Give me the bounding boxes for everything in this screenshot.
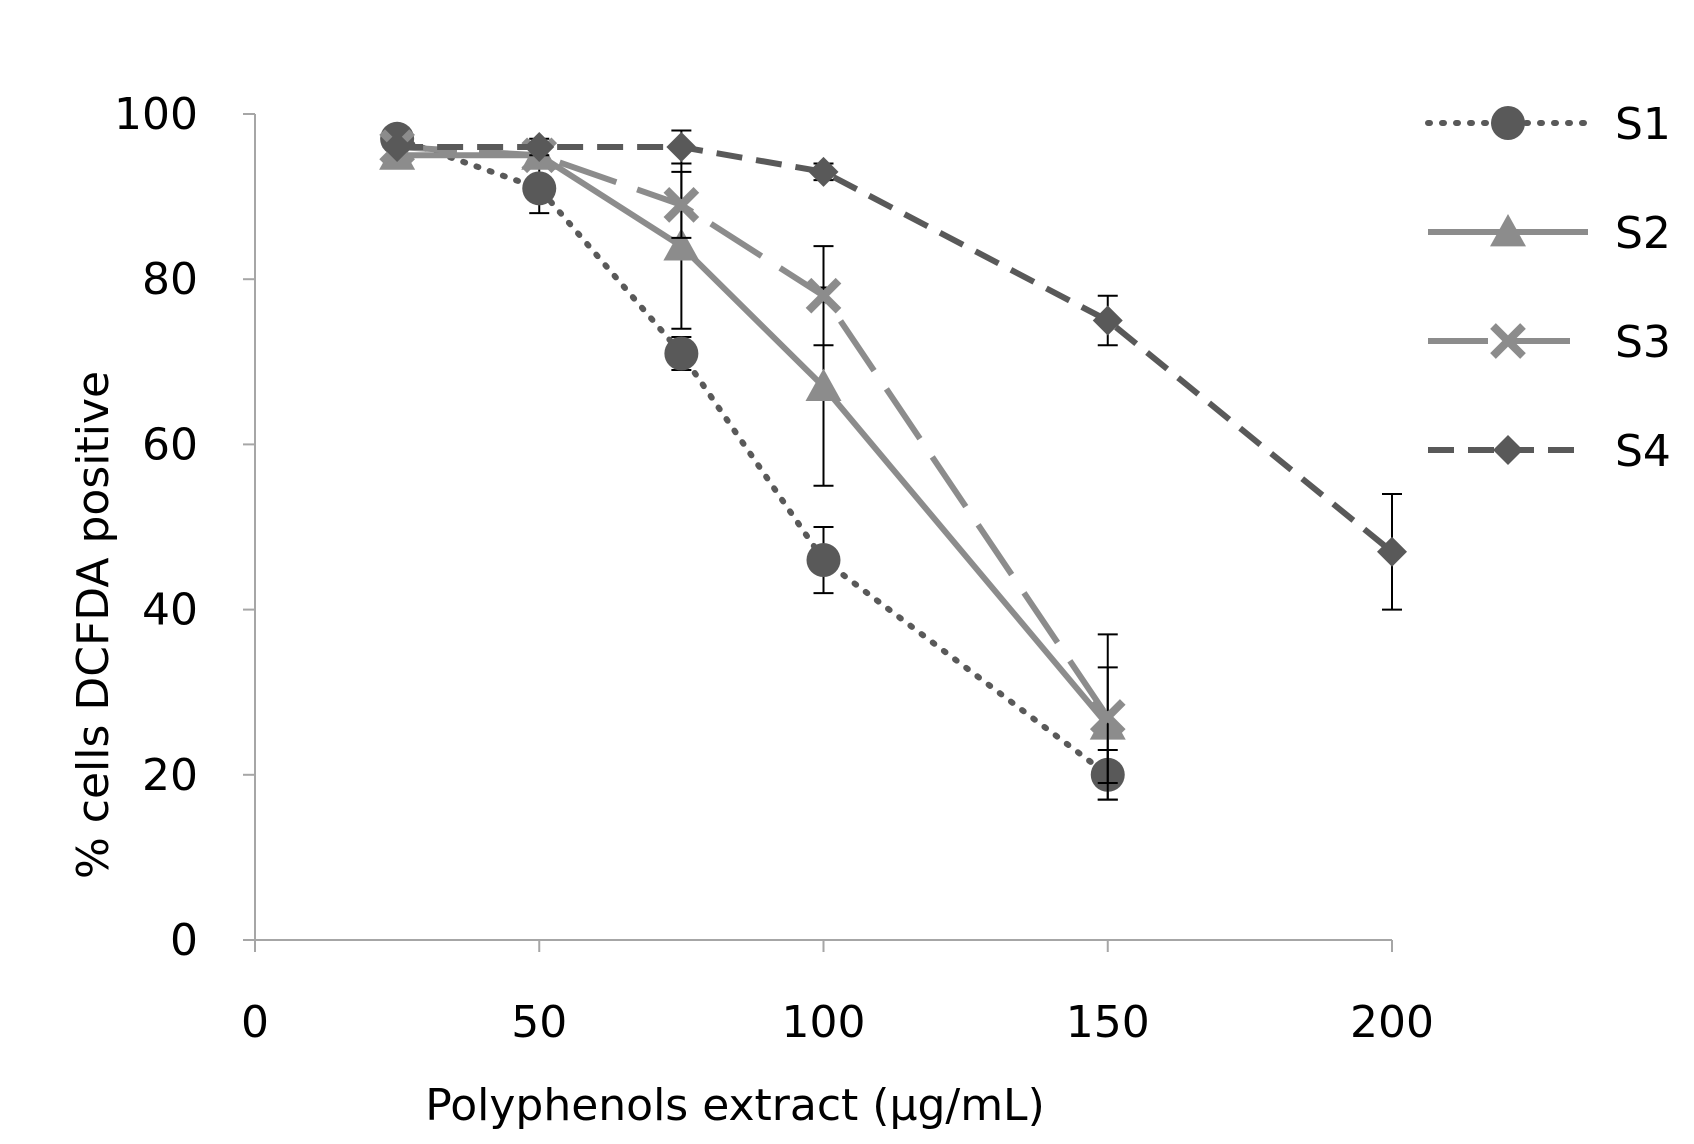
data-point-s4 [808,156,839,187]
data-point-s4 [382,132,413,163]
data-point-s4 [1092,305,1123,336]
y-tick-label: 0 [170,915,198,966]
series-line-s3 [396,144,1111,719]
series-line-s1 [394,135,1111,778]
legend-item-s3: S3 [1428,317,1671,368]
y-ticks: 0 20 40 60 80 100 [114,89,255,966]
x-axis-title: Polyphenols extract (μg/mL) [425,1080,1045,1131]
axes: 0 50 100 150 200 0 20 40 60 80 100 [114,89,1434,1048]
data-point-s3 [805,277,842,314]
legend-marker [1491,106,1525,140]
data-point-s2 [663,228,700,261]
series-line-s4 [397,144,1394,555]
data-point-s4 [666,132,697,163]
legend-label: S1 [1615,99,1671,150]
legend-marker [1490,214,1526,247]
x-ticks: 0 50 100 150 200 [241,940,1434,1048]
data-point-s1 [522,171,557,206]
series-s2 [379,137,1126,785]
y-tick-label: 20 [142,750,198,801]
y-tick-label: 100 [114,89,198,140]
series-s4 [382,129,1407,611]
data-point-s4 [1377,536,1407,567]
y-tick-label: 80 [142,254,198,305]
x-tick-label: 150 [1066,997,1150,1048]
x-tick-label: 200 [1350,997,1434,1048]
series-s1 [380,121,1125,801]
legend-item-s2: S2 [1428,208,1671,259]
data-point-s1 [664,336,699,371]
legend-marker [1493,435,1523,465]
data-point-s4 [524,132,555,163]
x-tick-label: 100 [782,997,866,1048]
x-tick-label: 50 [511,997,567,1048]
legend: S1 S2 S3 S4 [1425,99,1671,477]
legend-item-s1: S1 [1425,99,1671,150]
legend-label: S4 [1615,426,1671,477]
data-point-s1 [806,543,841,578]
data-point-s2 [805,368,842,401]
series-line-s2 [397,152,1111,728]
y-tick-label: 60 [142,419,198,470]
legend-item-s4: S4 [1428,426,1671,477]
legend-label: S3 [1615,317,1671,368]
plot-series [379,121,1407,801]
legend-marker [1490,323,1526,359]
legend-label: S2 [1615,208,1671,259]
y-axis-title: % cells DCFDA positive [68,371,119,879]
data-point-s3 [1089,699,1126,735]
data-point-s3 [663,187,700,223]
y-tick-label: 40 [142,585,198,636]
x-tick-label: 0 [241,997,269,1048]
